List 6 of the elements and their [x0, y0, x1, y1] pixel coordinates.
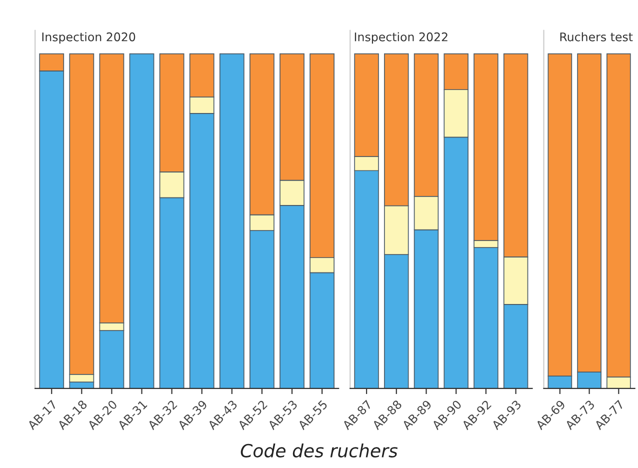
chart-title: Inspection 2022 — [354, 32, 448, 44]
x-axis-title: Code des ruchers — [240, 444, 398, 458]
chart-title: Ruchers test — [560, 32, 633, 42]
chart-title: Inspection 2020 — [42, 32, 136, 44]
bar — [219, 53, 244, 388]
bar — [129, 53, 154, 388]
